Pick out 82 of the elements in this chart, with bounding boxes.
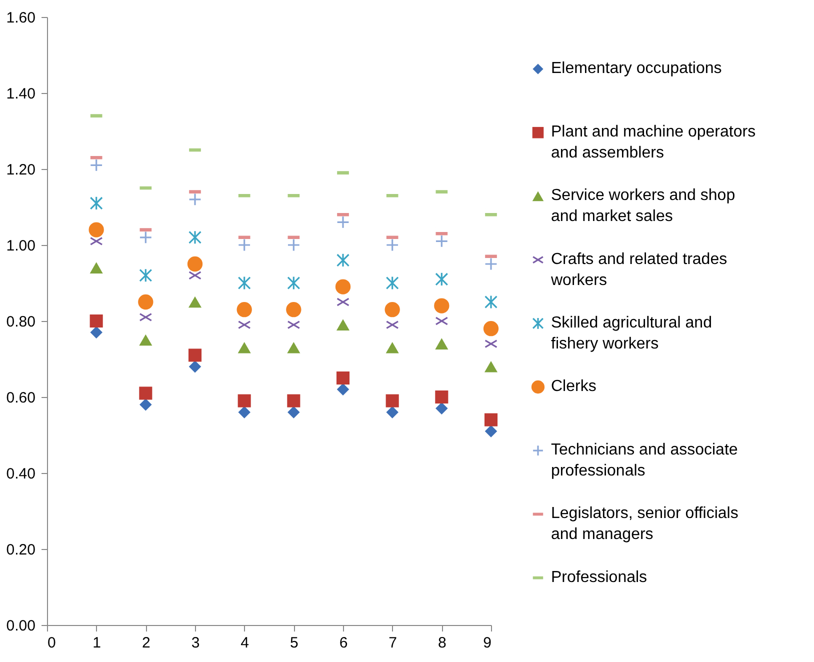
- y-tick-label: 1.60: [6, 10, 36, 26]
- point: [434, 298, 450, 314]
- y-tick-label: 0.80: [6, 314, 36, 330]
- point: [287, 342, 300, 354]
- point: [287, 394, 300, 408]
- point: [139, 386, 152, 400]
- point: [187, 256, 203, 272]
- y-tick-label: 1.40: [6, 86, 36, 102]
- point: [386, 406, 398, 418]
- y-tick-label: 1.20: [6, 162, 36, 178]
- point: [386, 238, 399, 252]
- point: [336, 319, 350, 330]
- point: [188, 230, 202, 244]
- point: [484, 413, 498, 426]
- point: [286, 302, 302, 318]
- legend-label: Elementary occupations: [551, 60, 722, 77]
- x-tick-label: 3: [191, 634, 200, 652]
- y-tick-label: 1.00: [6, 238, 36, 254]
- point: [484, 294, 498, 310]
- legend-label: Legislators, senior officials and managers: [551, 505, 738, 544]
- legend-label: Clerks: [551, 378, 596, 395]
- point: [484, 360, 498, 372]
- point: [288, 406, 300, 418]
- legend-label: Professionals: [551, 568, 648, 586]
- point: [188, 360, 202, 373]
- point: [238, 276, 251, 290]
- point: [90, 158, 103, 172]
- y-tick-label: 0.40: [6, 466, 36, 482]
- point: [139, 230, 152, 244]
- point: [90, 196, 103, 210]
- x-tick-label: 2: [142, 634, 150, 652]
- point: [336, 371, 350, 385]
- point: [336, 216, 350, 229]
- point: [188, 296, 202, 308]
- point: [188, 348, 202, 362]
- y-tick-label: 0.20: [6, 542, 36, 558]
- point: [435, 338, 448, 350]
- x-tick-label: 6: [339, 634, 348, 652]
- point: [140, 398, 152, 411]
- y-tick-label: 0.00: [6, 618, 36, 634]
- point: [435, 234, 448, 248]
- point: [336, 383, 350, 396]
- point: [88, 222, 104, 238]
- point: [386, 276, 399, 290]
- point: [238, 394, 251, 408]
- x-tick-label: 5: [290, 634, 298, 652]
- point: [236, 302, 252, 318]
- point: [139, 334, 152, 346]
- point: [90, 262, 103, 274]
- point: [139, 268, 152, 282]
- point: [484, 425, 498, 438]
- point: [287, 276, 300, 290]
- point: [238, 406, 250, 418]
- y-tick-label: 0.60: [6, 390, 36, 406]
- point: [90, 314, 103, 328]
- x-tick-label: 9: [483, 634, 492, 652]
- point: [335, 279, 351, 294]
- legend-label: Technicians and associate professionals: [551, 442, 738, 480]
- point: [436, 402, 448, 415]
- point: [384, 302, 400, 318]
- point: [238, 238, 251, 252]
- point: [188, 192, 202, 206]
- point: [90, 326, 102, 339]
- legend-label: Skilled agricultural and fishery workers: [551, 314, 712, 352]
- point: [435, 272, 448, 286]
- point: [483, 321, 499, 336]
- point: [484, 258, 498, 270]
- x-tick-label: 1: [92, 634, 102, 652]
- legend-label: Service workers and shop and market sales: [551, 187, 736, 226]
- legend-label: Plant and machine operators and assemblers: [551, 124, 756, 162]
- x-tick-label: 0: [48, 634, 56, 652]
- point: [386, 342, 399, 354]
- point: [238, 342, 251, 354]
- point: [138, 294, 154, 310]
- point: [435, 390, 448, 404]
- point: [336, 253, 350, 268]
- point: [386, 394, 399, 408]
- point: [287, 238, 300, 252]
- x-tick-label: 8: [438, 634, 446, 652]
- x-tick-label: 7: [388, 634, 398, 652]
- x-tick-label: 4: [240, 634, 250, 652]
- legend-label: Crafts and related trades workers: [550, 250, 728, 289]
